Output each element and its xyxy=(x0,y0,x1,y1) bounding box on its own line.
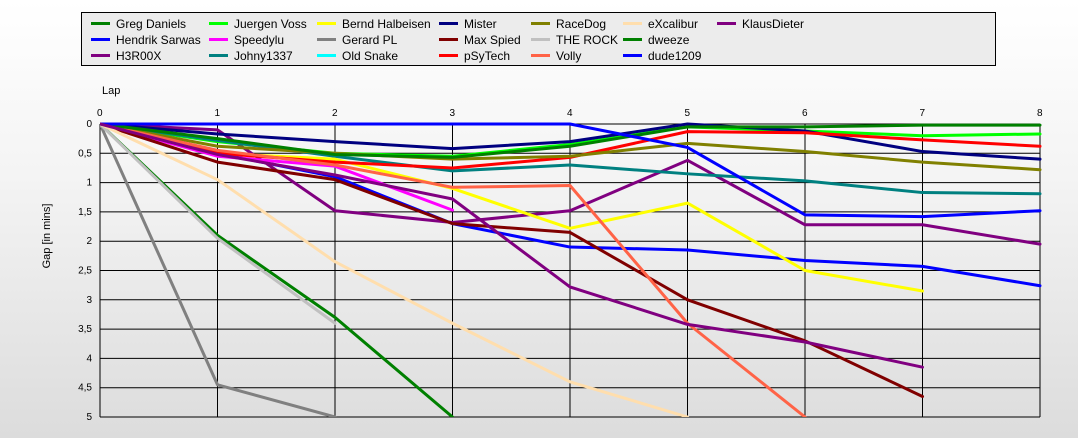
legend-label: Gerard PL xyxy=(342,33,398,47)
y-axis-title: Gap [in mins] xyxy=(41,204,53,269)
y-tick-label: 1,5 xyxy=(78,207,92,218)
y-tick-label: 0 xyxy=(86,119,92,130)
legend-swatch xyxy=(209,38,228,42)
chart-legend: Greg Daniels Hendrik Sarwas H3R00X Juergen … xyxy=(81,12,996,66)
legend-swatch xyxy=(439,38,458,42)
y-tick-label: 5 xyxy=(86,412,92,423)
legend-item: Hendrik Sarwas xyxy=(91,33,201,47)
series-line-dweeze xyxy=(100,122,1042,159)
legend-label: Greg Daniels xyxy=(116,17,187,31)
legend-label: KlausDieter xyxy=(742,17,805,31)
x-tick-label: 2 xyxy=(332,108,338,119)
legend-item: THE ROCK xyxy=(531,33,618,47)
legend-label: Speedylu xyxy=(234,33,285,47)
legend-swatch xyxy=(317,38,336,42)
legend-swatch xyxy=(209,54,228,58)
legend-label: Volly xyxy=(556,49,582,63)
legend-swatch xyxy=(439,22,458,26)
legend-label: Hendrik Sarwas xyxy=(116,33,201,47)
x-axis-title: Lap xyxy=(102,85,120,97)
legend-label: pSyTech xyxy=(464,49,511,63)
series-line-racedog xyxy=(100,122,1042,172)
legend-swatch xyxy=(317,22,336,26)
legend-item: Speedylu xyxy=(209,33,284,47)
series-line-the-rock xyxy=(100,122,337,325)
y-tick-label: 2 xyxy=(86,236,92,247)
y-tick-label: 3,5 xyxy=(78,324,92,335)
series-line-mister xyxy=(100,122,1042,161)
x-tick-label: 4 xyxy=(567,108,573,119)
legend-item: pSyTech xyxy=(439,49,510,63)
legend-label: eXcalibur xyxy=(648,17,699,31)
x-tick-label: 8 xyxy=(1037,108,1043,119)
y-tick-label: 1 xyxy=(86,178,92,189)
legend-item: eXcalibur xyxy=(623,17,698,31)
legend-swatch xyxy=(531,22,550,26)
chart-series xyxy=(100,122,1042,417)
legend-swatch xyxy=(531,38,550,42)
legend-item: Gerard PL xyxy=(317,33,397,47)
legend-item: dude1209 xyxy=(623,49,701,63)
legend-swatch xyxy=(717,22,736,26)
legend-item: Max Spied xyxy=(439,33,521,47)
series-line-johny1337 xyxy=(100,122,1042,196)
series-line-gerard-pl xyxy=(100,122,337,417)
legend-label: Mister xyxy=(464,17,497,31)
x-tick-label: 3 xyxy=(450,108,456,119)
legend-swatch xyxy=(91,38,110,42)
legend-label: dude1209 xyxy=(648,49,702,63)
y-tick-label: 3 xyxy=(86,295,92,306)
series-line-excalibur xyxy=(100,122,689,417)
legend-swatch xyxy=(209,22,228,26)
legend-swatch xyxy=(623,54,642,58)
chart-grid xyxy=(99,123,1041,418)
legend-swatch xyxy=(317,54,336,58)
x-tick-label: 1 xyxy=(215,108,221,119)
legend-swatch xyxy=(91,22,110,26)
y-tick-label: 2,5 xyxy=(78,266,92,277)
series-line-klausdieter xyxy=(100,122,924,369)
legend-item: H3R00X xyxy=(91,49,161,63)
legend-item: RaceDog xyxy=(531,17,606,31)
legend-swatch xyxy=(623,38,642,42)
series-line-max-spied xyxy=(100,122,924,398)
legend-label: Johny1337 xyxy=(234,49,293,63)
legend-label: RaceDog xyxy=(556,17,607,31)
legend-item: Old Snake xyxy=(317,49,398,63)
x-tick-label: 6 xyxy=(802,108,808,119)
y-tick-label: 4,5 xyxy=(78,383,92,394)
legend-item: Mister xyxy=(439,17,497,31)
x-tick-label: 5 xyxy=(685,108,691,119)
legend-item: Juergen Voss xyxy=(209,17,307,31)
legend-item: KlausDieter xyxy=(717,17,804,31)
y-tick-label: 4 xyxy=(86,353,92,364)
legend-swatch xyxy=(623,22,642,26)
legend-label: Bernd Halbeisen xyxy=(342,17,431,31)
chart-axes: 0 1 2 3 4 5 6 7 8 0 0,5 1 1,5 2 2,5 3 3,5 4 4,5 5 xyxy=(78,108,1043,423)
legend-label: Juergen Voss xyxy=(234,17,307,31)
legend-item: Johny1337 xyxy=(209,49,293,63)
legend-label: Max Spied xyxy=(464,33,521,47)
series-line-dude1209 xyxy=(100,122,1042,219)
y-tick-label: 0,5 xyxy=(78,148,92,159)
legend-label: H3R00X xyxy=(116,49,162,63)
legend-item: dweeze xyxy=(623,33,689,47)
legend-swatch xyxy=(91,54,110,58)
legend-item: Bernd Halbeisen xyxy=(317,17,431,31)
legend-swatch xyxy=(439,54,458,58)
legend-swatch xyxy=(531,54,550,58)
legend-label: THE ROCK xyxy=(556,33,619,47)
legend-item: Volly xyxy=(531,49,581,63)
legend-item: Greg Daniels xyxy=(91,17,186,31)
x-tick-label: 7 xyxy=(920,108,926,119)
legend-label: Old Snake xyxy=(342,49,399,63)
legend-label: dweeze xyxy=(648,33,690,47)
x-tick-label: 0 xyxy=(97,108,103,119)
